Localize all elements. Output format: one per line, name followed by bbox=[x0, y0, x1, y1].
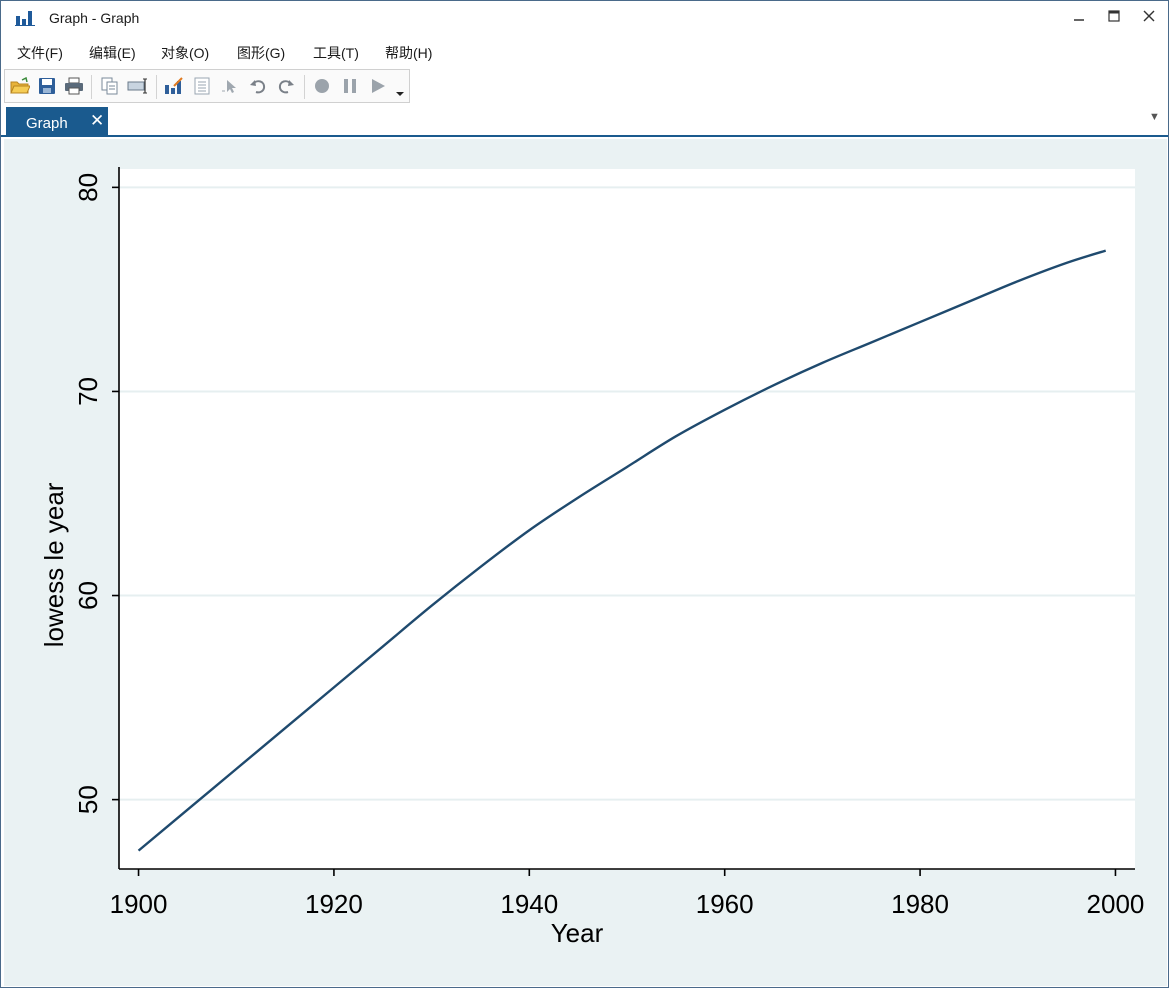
menu-graph[interactable]: 图形(G) bbox=[237, 45, 286, 61]
save-icon bbox=[39, 78, 55, 94]
plot-region bbox=[119, 169, 1135, 869]
data-editor-button[interactable] bbox=[191, 75, 213, 97]
toolbar-separator bbox=[91, 75, 92, 99]
x-tick-label: 1920 bbox=[305, 889, 363, 919]
toolbar-separator bbox=[304, 75, 305, 99]
line-chart: 50 60 70 80 1900 1920 1940 1960 1980 2000 Year lowe… bbox=[39, 167, 1144, 948]
tab-graph[interactable]: Graph ✕ bbox=[6, 107, 108, 137]
x-tick-label: 1980 bbox=[891, 889, 949, 919]
tab-label: Graph bbox=[26, 115, 68, 132]
y-tick-label: 70 bbox=[73, 377, 103, 406]
dropdown-icon bbox=[396, 92, 404, 96]
data-editor-icon bbox=[194, 77, 210, 95]
copy-icon bbox=[101, 77, 118, 95]
print-icon bbox=[65, 77, 83, 95]
graph-region: 50 60 70 80 1900 1920 1940 1960 1980 2000 Year lowe… bbox=[4, 139, 1167, 986]
maximize-button[interactable] bbox=[1099, 5, 1129, 31]
series-line bbox=[137, 249, 1107, 852]
pause-icon bbox=[344, 79, 356, 93]
open-button[interactable] bbox=[9, 75, 31, 97]
x-tick-label: 1940 bbox=[500, 889, 558, 919]
redo-button[interactable] bbox=[275, 75, 297, 97]
open-folder-icon bbox=[10, 77, 30, 94]
graph-editor-icon bbox=[165, 77, 183, 94]
undo-button[interactable] bbox=[247, 75, 269, 97]
bar-chart-icon bbox=[15, 11, 35, 26]
axes: 50 60 70 80 1900 1920 1940 1960 1980 2000 Year lowe… bbox=[39, 167, 1144, 948]
tab-bar: Graph ✕ ▼ bbox=[1, 105, 1168, 137]
save-button[interactable] bbox=[36, 75, 58, 97]
record-icon bbox=[315, 79, 329, 93]
close-icon bbox=[1143, 10, 1155, 22]
graph-editor-button[interactable] bbox=[163, 75, 185, 97]
pause-button[interactable] bbox=[339, 75, 361, 97]
x-axis-title: Year bbox=[551, 918, 604, 948]
rename-icon bbox=[127, 78, 147, 94]
menu-edit[interactable]: 编辑(E) bbox=[89, 45, 136, 61]
menu-bar: 文件(F) 编辑(E) 对象(O) 图形(G) 工具(T) 帮助(H) bbox=[1, 39, 1168, 65]
pointer-icon bbox=[222, 80, 236, 93]
minimize-button[interactable] bbox=[1064, 5, 1094, 31]
toolbar bbox=[4, 69, 410, 103]
x-tick-label: 1960 bbox=[696, 889, 754, 919]
y-axis-title: lowess le year bbox=[39, 482, 69, 647]
play-button[interactable] bbox=[367, 75, 389, 97]
y-tick-label: 60 bbox=[73, 581, 103, 610]
pointer-button[interactable] bbox=[219, 75, 241, 97]
rename-button[interactable] bbox=[127, 75, 149, 97]
menu-tools[interactable]: 工具(T) bbox=[313, 45, 359, 61]
play-options-dropdown[interactable] bbox=[389, 80, 411, 102]
tab-list-dropdown-icon[interactable]: ▼ bbox=[1149, 111, 1160, 123]
y-tick-label: 50 bbox=[73, 785, 103, 814]
window-title: Graph - Graph bbox=[49, 10, 140, 26]
gridlines bbox=[119, 186, 1135, 801]
tab-close-icon[interactable]: ✕ bbox=[90, 111, 105, 130]
x-tick-label: 2000 bbox=[1087, 889, 1145, 919]
menu-help[interactable]: 帮助(H) bbox=[385, 45, 433, 61]
undo-icon bbox=[250, 80, 266, 94]
series-layer bbox=[137, 249, 1107, 852]
menu-file[interactable]: 文件(F) bbox=[17, 45, 63, 61]
toolbar-separator bbox=[156, 75, 157, 99]
copy-button[interactable] bbox=[99, 75, 121, 97]
print-button[interactable] bbox=[63, 75, 85, 97]
menu-object[interactable]: 对象(O) bbox=[161, 45, 210, 61]
y-tick-label: 80 bbox=[73, 173, 103, 202]
minimize-icon bbox=[1074, 19, 1084, 21]
record-button[interactable] bbox=[311, 75, 333, 97]
maximize-icon bbox=[1108, 10, 1120, 22]
play-icon bbox=[372, 79, 385, 93]
title-bar: Graph - Graph bbox=[1, 1, 1168, 35]
close-button[interactable] bbox=[1134, 5, 1164, 31]
redo-icon bbox=[278, 80, 294, 94]
x-tick-label: 1900 bbox=[110, 889, 168, 919]
